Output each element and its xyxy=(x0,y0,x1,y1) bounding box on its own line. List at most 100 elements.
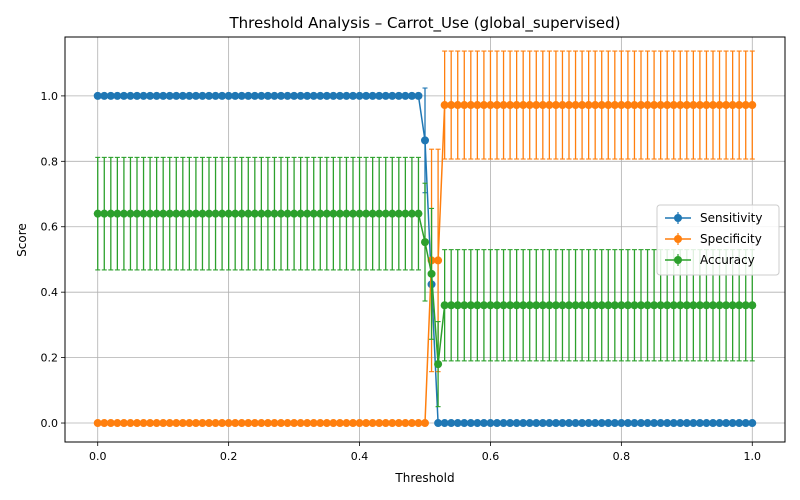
data-point xyxy=(335,419,344,428)
data-point xyxy=(663,101,672,110)
data-point xyxy=(722,301,731,310)
y-tick-label: 0.4 xyxy=(41,286,59,299)
data-point xyxy=(231,419,240,428)
data-point xyxy=(499,101,508,110)
data-point xyxy=(119,91,128,100)
x-tick-label: 0.6 xyxy=(482,450,500,463)
data-point xyxy=(460,419,469,428)
data-point xyxy=(106,209,115,218)
data-point xyxy=(709,301,717,310)
data-point xyxy=(532,419,541,428)
data-point xyxy=(407,209,416,218)
data-point xyxy=(244,91,253,100)
data-point xyxy=(728,419,737,428)
data-point xyxy=(682,301,691,310)
data-point xyxy=(591,419,600,428)
data-point xyxy=(388,419,397,428)
data-point xyxy=(113,91,122,100)
data-point xyxy=(198,209,207,218)
data-point xyxy=(584,101,593,110)
data-point xyxy=(748,301,757,310)
data-point xyxy=(558,419,567,428)
data-point xyxy=(591,101,600,110)
data-point xyxy=(637,301,645,310)
data-point xyxy=(473,301,482,310)
data-point xyxy=(610,419,619,428)
legend-label: Accuracy xyxy=(700,253,755,267)
data-point xyxy=(623,419,632,428)
y-tick-label: 0.0 xyxy=(41,417,59,430)
data-point xyxy=(159,209,168,218)
data-point xyxy=(545,301,554,310)
data-point xyxy=(165,91,174,100)
data-point xyxy=(178,209,187,218)
data-point xyxy=(316,209,325,218)
data-point xyxy=(637,419,645,428)
data-point xyxy=(205,419,213,428)
data-point xyxy=(695,419,704,428)
data-point xyxy=(126,209,135,218)
data-point xyxy=(715,101,724,110)
data-point xyxy=(610,301,619,310)
data-point xyxy=(106,419,115,428)
data-point xyxy=(519,419,528,428)
legend-marker xyxy=(674,235,682,243)
data-point xyxy=(663,301,672,310)
data-point xyxy=(100,209,109,218)
data-point xyxy=(329,91,338,100)
data-point xyxy=(493,419,501,428)
data-point xyxy=(682,101,691,110)
data-point xyxy=(735,101,744,110)
data-point xyxy=(407,91,416,100)
data-point xyxy=(355,419,364,428)
chart-title: Threshold Analysis – Carrot_Use (global_… xyxy=(228,14,620,33)
data-point xyxy=(133,209,141,218)
data-point xyxy=(558,301,567,310)
data-point xyxy=(139,91,148,100)
data-point xyxy=(401,91,410,100)
data-point xyxy=(335,209,344,218)
data-point xyxy=(394,91,403,100)
data-point xyxy=(270,209,279,218)
data-point xyxy=(735,419,744,428)
data-point xyxy=(329,209,338,218)
data-point xyxy=(460,301,469,310)
data-point xyxy=(741,301,750,310)
data-point xyxy=(146,209,155,218)
data-point xyxy=(277,91,285,100)
data-point xyxy=(296,419,305,428)
data-point xyxy=(257,419,266,428)
data-point xyxy=(218,419,227,428)
data-point xyxy=(538,101,547,110)
data-point xyxy=(172,91,181,100)
data-point xyxy=(349,91,357,100)
x-tick-label: 0.8 xyxy=(613,450,631,463)
data-point xyxy=(303,209,312,218)
data-point xyxy=(218,91,227,100)
data-point xyxy=(440,101,449,110)
data-point xyxy=(669,101,678,110)
data-point xyxy=(224,419,233,428)
data-point xyxy=(152,91,161,100)
y-tick-label: 0.8 xyxy=(41,155,59,168)
data-point xyxy=(146,91,155,100)
data-point xyxy=(237,419,246,428)
data-point xyxy=(578,301,587,310)
data-point xyxy=(630,301,639,310)
data-point xyxy=(715,419,724,428)
data-point xyxy=(466,419,475,428)
data-point xyxy=(381,91,390,100)
data-point xyxy=(578,101,587,110)
data-point xyxy=(506,301,515,310)
data-point xyxy=(349,209,357,218)
data-point xyxy=(309,209,318,218)
data-point xyxy=(185,209,194,218)
data-point xyxy=(695,101,704,110)
data-point xyxy=(283,91,292,100)
plot-frame xyxy=(64,36,786,443)
data-point xyxy=(637,101,645,110)
data-point xyxy=(309,419,318,428)
data-point xyxy=(571,301,580,310)
data-point xyxy=(368,419,377,428)
